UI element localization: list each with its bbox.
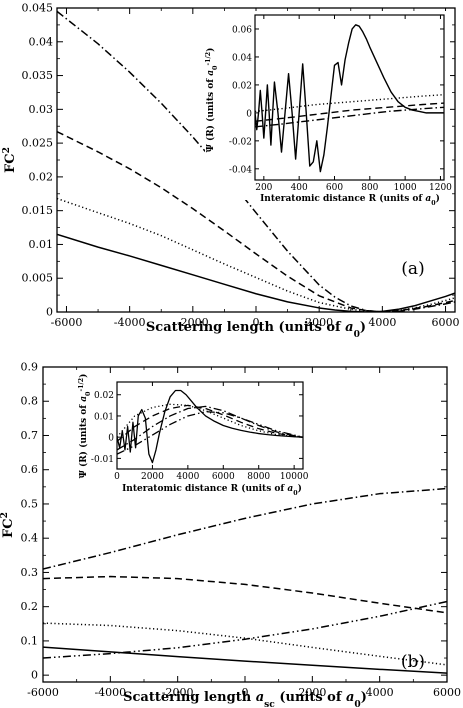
a-x-tick-label: -6000 — [51, 316, 83, 329]
b-x-tick-label: -4000 — [94, 686, 126, 699]
b-y-tick-label: 0.9 — [21, 361, 39, 374]
panel-label-b: (b) — [401, 652, 425, 672]
a-x-tick-label: 6000 — [432, 316, 460, 329]
b-x-tick-label: -6000 — [27, 686, 59, 699]
a-inset: 200 400 600 800 1000 1200 -0.04 -0.02 0 0.02 0.04 0… — [205, 11, 452, 207]
a-series-group — [57, 10, 455, 312]
a-inset-series-dash-dot-line — [255, 106, 444, 128]
a-y-tick-label: 0.035 — [22, 69, 54, 82]
a-inset-y-tick-label: 0.06 — [232, 25, 252, 35]
b-y-tick-label: 0.5 — [21, 497, 39, 510]
b-y-tick-label: 0 — [31, 669, 38, 682]
b-inset-x-axis-label: Interatomic distance R (units of a0) — [122, 483, 302, 497]
b-y-tick-label: 0.7 — [21, 429, 39, 442]
a-inset-y-tick-label: -0.02 — [229, 137, 252, 147]
a-y-tick-label: 0.02 — [29, 170, 54, 183]
b-inset-x-tick-label: 6000 — [212, 472, 235, 482]
a-inset-y-tick-label: 0.02 — [232, 81, 252, 91]
b-x-tick-label: 4000 — [366, 686, 394, 699]
b-y-tick-label: 0.6 — [21, 463, 39, 476]
a-x-tick-label: -4000 — [114, 316, 146, 329]
b-inset-y-tick-label: -0.01 — [91, 455, 114, 465]
a-inset-x-tick-label: 1000 — [394, 183, 417, 193]
b-series-group — [43, 487, 447, 674]
b-inset-series-dashed-line — [117, 404, 303, 442]
b-inset-x-tick-label: 4000 — [176, 472, 199, 482]
a-x-tick-label: 0 — [253, 316, 260, 329]
a-series-dash-dot-line — [57, 10, 455, 312]
b-inset-plot-frame — [116, 381, 304, 470]
a-x-tick-label: -2000 — [177, 316, 209, 329]
a-inset-x-tick-label: 400 — [291, 183, 308, 193]
b-y-tick-label: 0.8 — [21, 395, 39, 408]
a-inset-series-group — [255, 24, 444, 173]
b-x-tick-label: -2000 — [162, 686, 194, 699]
a-y-tick-label: 0.015 — [22, 204, 54, 217]
b-inset-series-group — [117, 389, 303, 464]
a-x-tick-label: 4000 — [368, 316, 396, 329]
a-inset-series-dotted-line — [255, 94, 444, 113]
a-y-tick-label: 0.005 — [22, 272, 54, 285]
b-y-tick-label: 0.3 — [21, 566, 39, 579]
b-inset-y-tick-label: 0.01 — [94, 412, 114, 422]
a-inset-x-tick-label: 600 — [326, 183, 343, 193]
b-y-tick-label: 0.1 — [21, 634, 39, 647]
a-y-tick-label: 0.025 — [22, 137, 54, 150]
b-series-dashed-line — [43, 575, 447, 614]
b-inset-x-tick-label: 0 — [114, 472, 120, 482]
a-y-tick-label: 0.03 — [29, 103, 54, 116]
a-x-tick-label: 2000 — [305, 316, 333, 329]
b-inset-y-tick-label: 0 — [108, 434, 114, 444]
a-inset-y-axis-label: Ψ (R) (units of a0-1/2) — [205, 48, 219, 153]
a-inset-series-solid-line — [255, 24, 444, 173]
b-inset-series-dash-dot-line — [117, 405, 303, 451]
b-inset-x-tick-label: 8000 — [247, 472, 270, 482]
a-y-axis-label: FC2 — [1, 147, 19, 173]
b-x-tick-label: 0 — [242, 686, 249, 699]
a-inset-series-dashed-line — [255, 102, 444, 122]
panel-b: -6000 -4000 -2000 0 2000 4000 6000 0 0.1 0.2 0.3 0.… — [0, 361, 461, 708]
a-y-tick-label: 0.045 — [22, 2, 54, 15]
a-series-solid-line — [57, 233, 455, 312]
a-inset-x-tick-label: 200 — [255, 183, 272, 193]
b-series-dotted-line — [43, 622, 447, 666]
a-inset-y-tick-label: -0.04 — [229, 165, 252, 175]
b-x-axis-label: Scattering length asc (units of a0) — [123, 690, 367, 708]
a-y-tick-label: 0.01 — [29, 238, 54, 251]
b-series-dash-dot-line — [43, 487, 447, 570]
a-y-tick-label: 0 — [46, 306, 53, 319]
b-inset-x-tick-label: 10000 — [280, 472, 309, 482]
a-inset-x-tick-label: 800 — [361, 183, 378, 193]
a-y-tick-label: 0.04 — [29, 35, 54, 48]
a-inset-x-tick-label: 1200 — [429, 183, 452, 193]
b-inset-series-dash-dot-dot-line — [117, 411, 303, 455]
b-inset-y-axis-label: Ψ (R) (units of a0-1/2) — [78, 374, 92, 479]
a-series-dotted-line — [57, 197, 455, 312]
a-x-axis-label: Scattering length (units of a0) — [146, 320, 366, 340]
b-inset-series-solid-line — [117, 389, 303, 464]
b-series-solid-line — [43, 646, 447, 674]
b-y-axis-label: FC2 — [0, 512, 16, 538]
b-y-tick-label: 0.4 — [21, 532, 39, 545]
panel-a: -6000 -4000 -2000 0 2000 4000 600000.0050.010.… — [1, 2, 460, 340]
a-inset-x-axis-label: Interatomic distance R (units of a0) — [260, 193, 440, 207]
a-inset-y-tick-label: 0.04 — [232, 53, 252, 63]
panel-label-a: (a) — [401, 259, 424, 279]
b-x-tick-label: 2000 — [298, 686, 326, 699]
b-inset-y-tick-label: 0.02 — [94, 391, 114, 401]
b-inset-series-dotted-line — [117, 403, 303, 438]
b-y-tick-label: 0.2 — [21, 600, 39, 613]
a-inset-y-tick-label: 0 — [246, 109, 252, 119]
b-series-dash-dot-dot-line — [43, 600, 447, 659]
b-inset: 0 2000 4000 6000 8000 10000-0.0100.010.02Inte… — [72, 374, 310, 497]
b-inset-x-tick-label: 2000 — [141, 472, 164, 482]
b-x-tick-label: 6000 — [433, 686, 461, 699]
